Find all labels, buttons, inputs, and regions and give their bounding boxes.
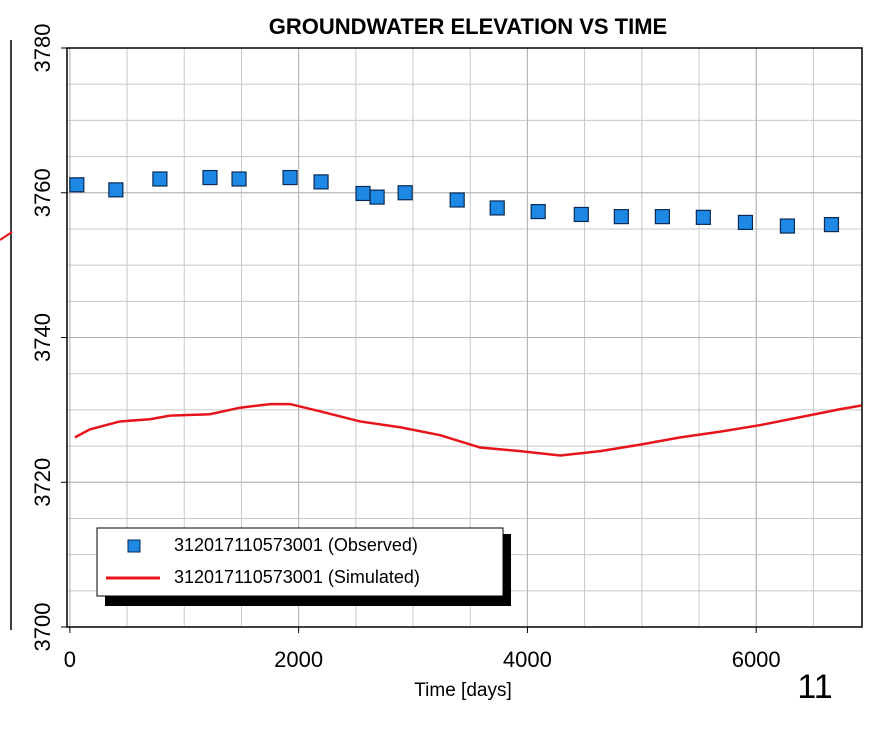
observed-point xyxy=(779,218,796,234)
y-tick-label: 3760 xyxy=(30,168,55,217)
observed-point xyxy=(449,192,465,208)
observed-point xyxy=(152,171,168,187)
neighbor-chart-edge xyxy=(0,40,13,630)
legend-label: 312017110573001 (Observed) xyxy=(174,535,418,555)
y-tick-label: 3780 xyxy=(30,24,55,73)
observed-point xyxy=(695,209,711,225)
observed-point xyxy=(823,216,840,233)
observed-point xyxy=(573,206,589,223)
x-tick-label: 0 xyxy=(64,647,76,672)
observed-point xyxy=(355,185,371,202)
observed-point xyxy=(282,169,298,186)
observed-point xyxy=(654,209,670,225)
observed-point xyxy=(737,214,754,231)
simulated-line xyxy=(74,402,862,457)
chart-title: GROUNDWATER ELEVATION VS TIME xyxy=(269,14,667,39)
observed-point xyxy=(369,189,385,205)
observed-point xyxy=(397,185,413,201)
observed-point xyxy=(69,177,85,193)
y-tick-label: 3700 xyxy=(30,603,55,652)
observed-point xyxy=(313,174,329,190)
observed-point xyxy=(613,209,629,225)
page-number: 11 xyxy=(797,668,832,706)
x-tick-label: 2000 xyxy=(274,647,323,672)
observed-point xyxy=(489,200,505,216)
x-tick-label: 6000 xyxy=(732,647,781,672)
y-tick-label: 3720 xyxy=(30,458,55,507)
x-tick-label: 4000 xyxy=(503,647,552,672)
observed-point xyxy=(231,171,247,187)
x-axis-label: Time [days] xyxy=(414,680,512,701)
legend-label: 312017110573001 (Simulated) xyxy=(174,567,420,587)
y-tick-label: 3740 xyxy=(30,313,55,362)
plot-border xyxy=(66,47,863,628)
observed-point xyxy=(108,182,124,198)
legend xyxy=(96,527,504,597)
observed-point xyxy=(530,203,546,220)
observed-point xyxy=(202,169,218,186)
legend-marker xyxy=(127,539,141,553)
